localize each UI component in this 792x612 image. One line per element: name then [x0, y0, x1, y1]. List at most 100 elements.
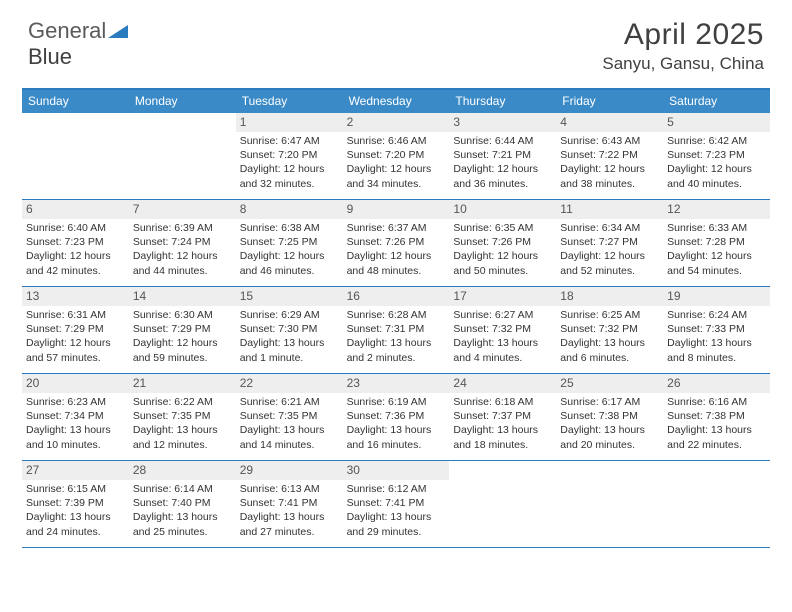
day-cell: 30 Sunrise: 6:12 AMSunset: 7:41 PMDayligh… [343, 461, 450, 547]
weeks-container: ..1Sunrise: 6:47 AMSunset: 7:20 PMDaylig… [22, 113, 770, 548]
day-number: 23 [343, 374, 450, 393]
day-header: Sunday [22, 90, 129, 113]
day-number: 19 [663, 287, 770, 306]
day-info: Sunrise: 6:17 AMSunset: 7:38 PMDaylight:… [560, 395, 659, 452]
day-info: Sunrise: 6:35 AMSunset: 7:26 PMDaylight:… [453, 221, 552, 278]
day-info: Sunrise: 6:40 AMSunset: 7:23 PMDaylight:… [26, 221, 125, 278]
day-cell: 18 Sunrise: 6:25 AMSunset: 7:32 PMDayligh… [556, 287, 663, 373]
day-cell: 19Sunrise: 6:24 AMSunset: 7:33 PMDayligh… [663, 287, 770, 373]
day-cell: 26 Sunrise: 6:16 AMSunset: 7:38 PMDayligh… [663, 374, 770, 460]
day-number: 18 [556, 287, 663, 306]
day-info: Sunrise: 6:34 AMSunset: 7:27 PMDaylight:… [560, 221, 659, 278]
day-number: 9 [343, 200, 450, 219]
day-cell: 9 Sunrise: 6:37 AMSunset: 7:26 PMDaylight… [343, 200, 450, 286]
title-block: April 2025 Sanyu, Gansu, China [602, 18, 764, 74]
week-row: 6 Sunrise: 6:40 AMSunset: 7:23 PMDaylight… [22, 200, 770, 287]
day-info: Sunrise: 6:37 AMSunset: 7:26 PMDaylight:… [347, 221, 446, 278]
day-cell: 28 Sunrise: 6:14 AMSunset: 7:40 PMDayligh… [129, 461, 236, 547]
day-cell: 8Sunrise: 6:38 AMSunset: 7:25 PMDaylight… [236, 200, 343, 286]
day-info: Sunrise: 6:27 AMSunset: 7:32 PMDaylight:… [453, 308, 552, 365]
day-cell: 25 Sunrise: 6:17 AMSunset: 7:38 PMDayligh… [556, 374, 663, 460]
day-cell: 3 Sunrise: 6:44 AMSunset: 7:21 PMDaylight… [449, 113, 556, 199]
day-info: Sunrise: 6:30 AMSunset: 7:29 PMDaylight:… [133, 308, 232, 365]
day-info: Sunrise: 6:42 AMSunset: 7:23 PMDaylight:… [667, 134, 766, 191]
day-info: Sunrise: 6:13 AMSunset: 7:41 PMDaylight:… [240, 482, 339, 539]
day-info: Sunrise: 6:25 AMSunset: 7:32 PMDaylight:… [560, 308, 659, 365]
day-number: 5 [663, 113, 770, 132]
day-header: Saturday [663, 90, 770, 113]
day-number: 13 [22, 287, 129, 306]
day-header: Wednesday [343, 90, 450, 113]
month-title: April 2025 [602, 18, 764, 52]
week-row: 20 Sunrise: 6:23 AMSunset: 7:34 PMDayligh… [22, 374, 770, 461]
logo: GeneralBlue [28, 18, 128, 70]
day-number: 7 [129, 200, 236, 219]
day-info: Sunrise: 6:12 AMSunset: 7:41 PMDaylight:… [347, 482, 446, 539]
day-cell: 24Sunrise: 6:18 AMSunset: 7:37 PMDayligh… [449, 374, 556, 460]
day-number: 12 [663, 200, 770, 219]
day-header: Thursday [449, 90, 556, 113]
day-cell: 4Sunrise: 6:43 AMSunset: 7:22 PMDaylight… [556, 113, 663, 199]
day-info: Sunrise: 6:19 AMSunset: 7:36 PMDaylight:… [347, 395, 446, 452]
day-cell: 10 Sunrise: 6:35 AMSunset: 7:26 PMDayligh… [449, 200, 556, 286]
day-cell: 14 Sunrise: 6:30 AMSunset: 7:29 PMDayligh… [129, 287, 236, 373]
day-number: 27 [22, 461, 129, 480]
day-cell: 27Sunrise: 6:15 AMSunset: 7:39 PMDayligh… [22, 461, 129, 547]
day-info: Sunrise: 6:23 AMSunset: 7:34 PMDaylight:… [26, 395, 125, 452]
day-header: Tuesday [236, 90, 343, 113]
day-number: 10 [449, 200, 556, 219]
day-cell: 5 Sunrise: 6:42 AMSunset: 7:23 PMDaylight… [663, 113, 770, 199]
week-row: ..1Sunrise: 6:47 AMSunset: 7:20 PMDaylig… [22, 113, 770, 200]
day-number: 16 [343, 287, 450, 306]
day-info: Sunrise: 6:46 AMSunset: 7:20 PMDaylight:… [347, 134, 446, 191]
day-info: Sunrise: 6:22 AMSunset: 7:35 PMDaylight:… [133, 395, 232, 452]
day-cell: 29 Sunrise: 6:13 AMSunset: 7:41 PMDayligh… [236, 461, 343, 547]
day-cell: 13Sunrise: 6:31 AMSunset: 7:29 PMDayligh… [22, 287, 129, 373]
day-info: Sunrise: 6:44 AMSunset: 7:21 PMDaylight:… [453, 134, 552, 191]
day-number: 20 [22, 374, 129, 393]
day-number: 25 [556, 374, 663, 393]
day-info: Sunrise: 6:33 AMSunset: 7:28 PMDaylight:… [667, 221, 766, 278]
day-info: Sunrise: 6:39 AMSunset: 7:24 PMDaylight:… [133, 221, 232, 278]
day-number: 2 [343, 113, 450, 132]
day-info: Sunrise: 6:21 AMSunset: 7:35 PMDaylight:… [240, 395, 339, 452]
day-cell: 12 Sunrise: 6:33 AMSunset: 7:28 PMDayligh… [663, 200, 770, 286]
day-cell: . [663, 461, 770, 547]
day-cell: . [449, 461, 556, 547]
day-cell: 16 Sunrise: 6:28 AMSunset: 7:31 PMDayligh… [343, 287, 450, 373]
week-row: 27Sunrise: 6:15 AMSunset: 7:39 PMDayligh… [22, 461, 770, 548]
day-cell: . [556, 461, 663, 547]
logo-text: GeneralBlue [28, 18, 128, 70]
day-number: 21 [129, 374, 236, 393]
day-cell: 17 Sunrise: 6:27 AMSunset: 7:32 PMDayligh… [449, 287, 556, 373]
day-info: Sunrise: 6:16 AMSunset: 7:38 PMDaylight:… [667, 395, 766, 452]
day-cell: 20 Sunrise: 6:23 AMSunset: 7:34 PMDayligh… [22, 374, 129, 460]
day-number: 15 [236, 287, 343, 306]
header: GeneralBlue April 2025 Sanyu, Gansu, Chi… [0, 0, 792, 82]
day-info: Sunrise: 6:47 AMSunset: 7:20 PMDaylight:… [240, 134, 339, 191]
day-info: Sunrise: 6:14 AMSunset: 7:40 PMDaylight:… [133, 482, 232, 539]
day-number: 8 [236, 200, 343, 219]
day-cell: 23 Sunrise: 6:19 AMSunset: 7:36 PMDayligh… [343, 374, 450, 460]
day-header-row: SundayMondayTuesdayWednesdayThursdayFrid… [22, 90, 770, 113]
day-info: Sunrise: 6:43 AMSunset: 7:22 PMDaylight:… [560, 134, 659, 191]
day-cell: 7 Sunrise: 6:39 AMSunset: 7:24 PMDaylight… [129, 200, 236, 286]
day-header: Friday [556, 90, 663, 113]
day-number: 28 [129, 461, 236, 480]
day-number: 22 [236, 374, 343, 393]
day-cell: 1Sunrise: 6:47 AMSunset: 7:20 PMDaylight… [236, 113, 343, 199]
day-number: 30 [343, 461, 450, 480]
day-number: 26 [663, 374, 770, 393]
day-info: Sunrise: 6:28 AMSunset: 7:31 PMDaylight:… [347, 308, 446, 365]
location: Sanyu, Gansu, China [602, 54, 764, 74]
calendar: SundayMondayTuesdayWednesdayThursdayFrid… [22, 88, 770, 548]
day-number: 14 [129, 287, 236, 306]
day-number: 6 [22, 200, 129, 219]
day-cell: . [129, 113, 236, 199]
day-cell: 6 Sunrise: 6:40 AMSunset: 7:23 PMDaylight… [22, 200, 129, 286]
day-info: Sunrise: 6:29 AMSunset: 7:30 PMDaylight:… [240, 308, 339, 365]
day-number: 17 [449, 287, 556, 306]
day-number: 29 [236, 461, 343, 480]
logo-triangle-icon [108, 18, 128, 44]
day-number: 3 [449, 113, 556, 132]
